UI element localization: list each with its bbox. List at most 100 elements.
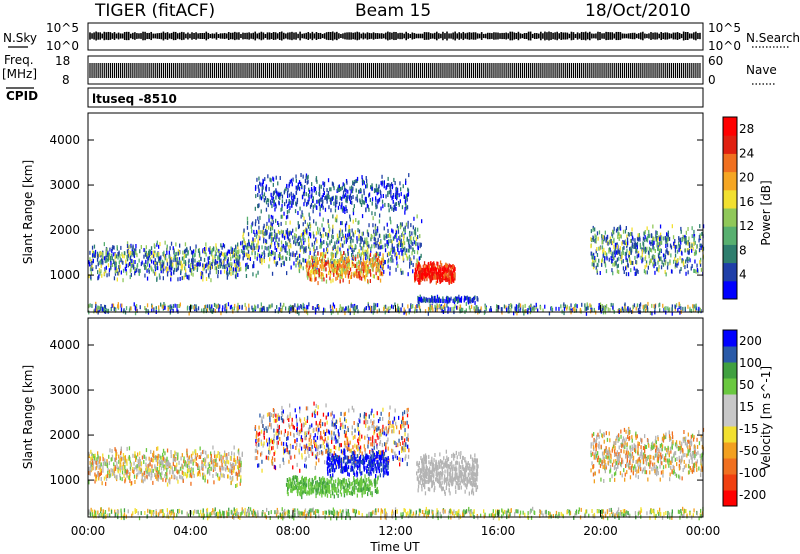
power-point: [364, 252, 366, 257]
power-point: [262, 226, 265, 231]
power-point: [443, 267, 446, 272]
cpid-label: CPID: [6, 89, 38, 103]
power-point: [203, 248, 205, 253]
power-point: [274, 235, 276, 240]
power-point: [205, 252, 207, 257]
power-point: [281, 206, 283, 211]
power-point: [247, 246, 249, 251]
power-point: [326, 199, 328, 204]
power-point: [372, 274, 374, 279]
power-point: [359, 198, 361, 203]
power-point: [118, 260, 120, 265]
power-point: [320, 197, 322, 202]
power-point: [160, 262, 162, 267]
power-point: [620, 254, 622, 259]
power-point: [237, 242, 239, 247]
power-point: [158, 308, 160, 313]
power-point: [349, 217, 351, 222]
power-point: [286, 230, 288, 235]
power-point: [131, 251, 134, 256]
power-point: [664, 261, 666, 266]
power-point: [646, 238, 649, 243]
power-point: [107, 309, 109, 314]
power-point: [160, 255, 162, 260]
power-point: [616, 257, 619, 262]
power-point: [445, 268, 447, 272]
power-point: [308, 212, 310, 217]
power-point: [145, 245, 147, 250]
power-point: [346, 258, 348, 263]
power-point: [98, 268, 101, 273]
power-point: [285, 186, 287, 191]
power-point: [235, 271, 237, 276]
power-point: [651, 239, 653, 244]
velocity-point: [209, 471, 211, 476]
power-point: [253, 264, 255, 269]
power-point: [246, 225, 249, 230]
power-point: [605, 237, 607, 242]
power-point: [414, 268, 417, 273]
power-point: [330, 258, 332, 263]
power-point: [675, 262, 677, 267]
power-point: [342, 306, 344, 311]
power-point: [238, 263, 240, 268]
power-point: [196, 265, 199, 270]
power-point: [283, 245, 285, 250]
power-point: [448, 270, 450, 275]
power-point: [407, 248, 409, 253]
power-point: [537, 308, 539, 313]
power-point: [188, 311, 190, 316]
power-point: [419, 308, 421, 313]
power-point: [328, 224, 330, 229]
power-point: [373, 236, 375, 241]
power-point: [650, 258, 652, 263]
power-point: [315, 254, 317, 259]
power-point: [208, 264, 210, 269]
power-point: [476, 305, 478, 310]
power-point: [320, 259, 322, 263]
power-point: [327, 259, 329, 264]
power-point: [347, 308, 349, 312]
power-point: [621, 260, 623, 265]
power-point: [656, 235, 658, 240]
power-point: [331, 181, 334, 186]
power-point: [130, 250, 132, 255]
power-point: [695, 303, 697, 308]
freq-unit: [MHz]: [2, 67, 37, 81]
power-point: [287, 214, 289, 219]
power-point: [410, 245, 412, 250]
power-point: [548, 311, 551, 316]
power-point: [651, 255, 653, 260]
power-point: [370, 263, 372, 268]
power-point: [309, 234, 312, 239]
power-point: [666, 237, 668, 242]
power-point: [389, 271, 391, 276]
power-point: [163, 302, 165, 306]
power-point: [345, 233, 347, 238]
power-point: [399, 307, 401, 312]
power-point: [175, 252, 177, 257]
power-point: [374, 237, 376, 242]
power-point: [390, 220, 392, 225]
power-point: [216, 261, 219, 266]
power-point: [295, 227, 297, 232]
power-point: [591, 238, 593, 242]
power-point: [368, 269, 370, 274]
power-point: [285, 199, 288, 204]
power-point: [102, 260, 104, 265]
power-point: [147, 259, 149, 264]
power-point: [424, 274, 426, 279]
power-point: [218, 305, 220, 310]
power-point: [222, 243, 224, 248]
power-point: [159, 257, 162, 262]
power-point: [351, 257, 353, 262]
power-point: [398, 255, 401, 260]
power-point: [246, 216, 249, 221]
power-point: [399, 243, 402, 248]
power-point: [347, 256, 350, 261]
power-point: [265, 186, 267, 191]
power-point: [598, 303, 600, 308]
power-point: [593, 262, 595, 267]
power-point: [328, 205, 330, 210]
power-point: [306, 202, 308, 206]
